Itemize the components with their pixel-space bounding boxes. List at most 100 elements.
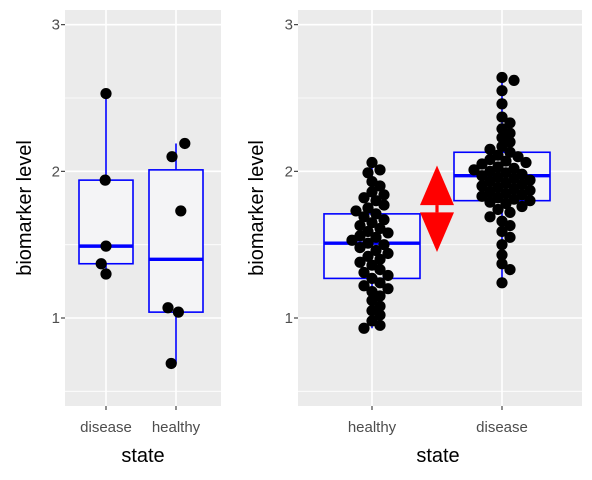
right-panel: 1 2 3 healthy disease state biomarker level [246,10,582,467]
data-point [496,71,508,84]
data-point [95,258,107,270]
data-point [504,117,516,129]
data-point [496,111,508,123]
right-panel-difference-arrow [420,165,454,252]
left-panel: 1 2 3 disease healthy state biomarker level [14,10,221,467]
y-tick-label: 3 [52,17,60,34]
data-point [362,250,374,262]
data-point [476,170,488,182]
data-point [354,242,366,254]
arrow-head-down [420,212,454,252]
data-point [358,211,370,223]
y-tick-label: 2 [52,163,60,180]
data-point [175,205,187,217]
data-point [496,85,508,97]
right-panel-points [346,71,536,334]
arrow-head-up [420,165,454,206]
y-tick-label: 1 [285,310,293,327]
data-point [354,220,366,232]
y-tick-label: 2 [285,163,293,180]
data-point [100,88,112,100]
x-tick-label-healthy: healthy [348,419,397,436]
data-point [346,234,358,246]
right-panel-x-axis-title: state [416,445,459,467]
right-panel-background [298,10,582,406]
data-point [366,217,378,229]
data-point [504,231,516,243]
data-point [370,231,382,243]
right-panel-x-tick-labels: healthy disease [348,419,528,436]
data-point [496,249,508,261]
x-tick-label-disease: disease [80,419,132,436]
left-panel-x-tick-labels: disease healthy [80,419,201,436]
data-point [496,258,508,270]
data-point [492,203,504,216]
left-panel-x-axis-title: state [121,445,164,467]
data-point [512,151,524,163]
data-point [370,208,382,220]
data-point [166,151,178,163]
data-point [382,227,394,239]
left-panel-y-ticks: 1 2 3 [52,17,177,410]
data-point [496,239,508,251]
data-point [370,244,382,257]
data-point [496,98,508,110]
data-point [496,277,508,289]
data-point [504,220,516,232]
data-point [504,206,516,218]
data-point [354,256,366,268]
right-panel-y-ticks: 1 2 3 [285,17,503,410]
data-point [378,189,390,201]
data-point [366,156,378,169]
data-point [468,164,480,176]
right-panel-y-axis-title: biomarker level [246,140,268,276]
data-point [350,205,362,217]
data-point [358,280,370,292]
data-point [374,264,386,276]
data-point [382,269,394,282]
x-tick-label-disease: disease [476,419,528,436]
data-point [382,247,394,260]
data-point [378,239,390,251]
data-point [358,266,370,279]
left-panel-y-axis-title: biomarker level [14,140,36,276]
data-point [362,167,374,179]
data-point [378,214,390,226]
data-point [100,240,112,252]
data-point [366,294,378,306]
data-point [374,309,386,321]
y-tick-label: 3 [285,17,293,34]
data-point [374,253,386,265]
data-point [358,192,370,204]
data-point [378,199,390,211]
data-point [496,140,508,152]
data-point [366,186,378,198]
data-point [500,198,512,210]
data-point [165,357,177,370]
data-point [484,143,496,155]
data-point [484,211,496,223]
data-point [508,74,520,86]
data-point [162,302,174,314]
data-point [496,225,508,238]
data-point [179,137,191,150]
left-panel-points [95,88,191,370]
data-point [374,180,386,192]
x-tick-label-healthy: healthy [152,419,201,436]
y-tick-label: 1 [52,310,60,327]
data-point [374,164,386,176]
box-iqr [148,169,204,313]
data-point [362,202,374,214]
data-point [172,306,184,318]
data-point [524,195,536,207]
data-point [476,190,488,202]
data-point [374,319,386,331]
data-point [99,174,111,186]
data-point [358,322,370,334]
data-point [484,196,496,208]
data-point [100,268,112,280]
data-point [500,155,512,167]
data-point [382,283,394,295]
data-point [476,180,488,192]
